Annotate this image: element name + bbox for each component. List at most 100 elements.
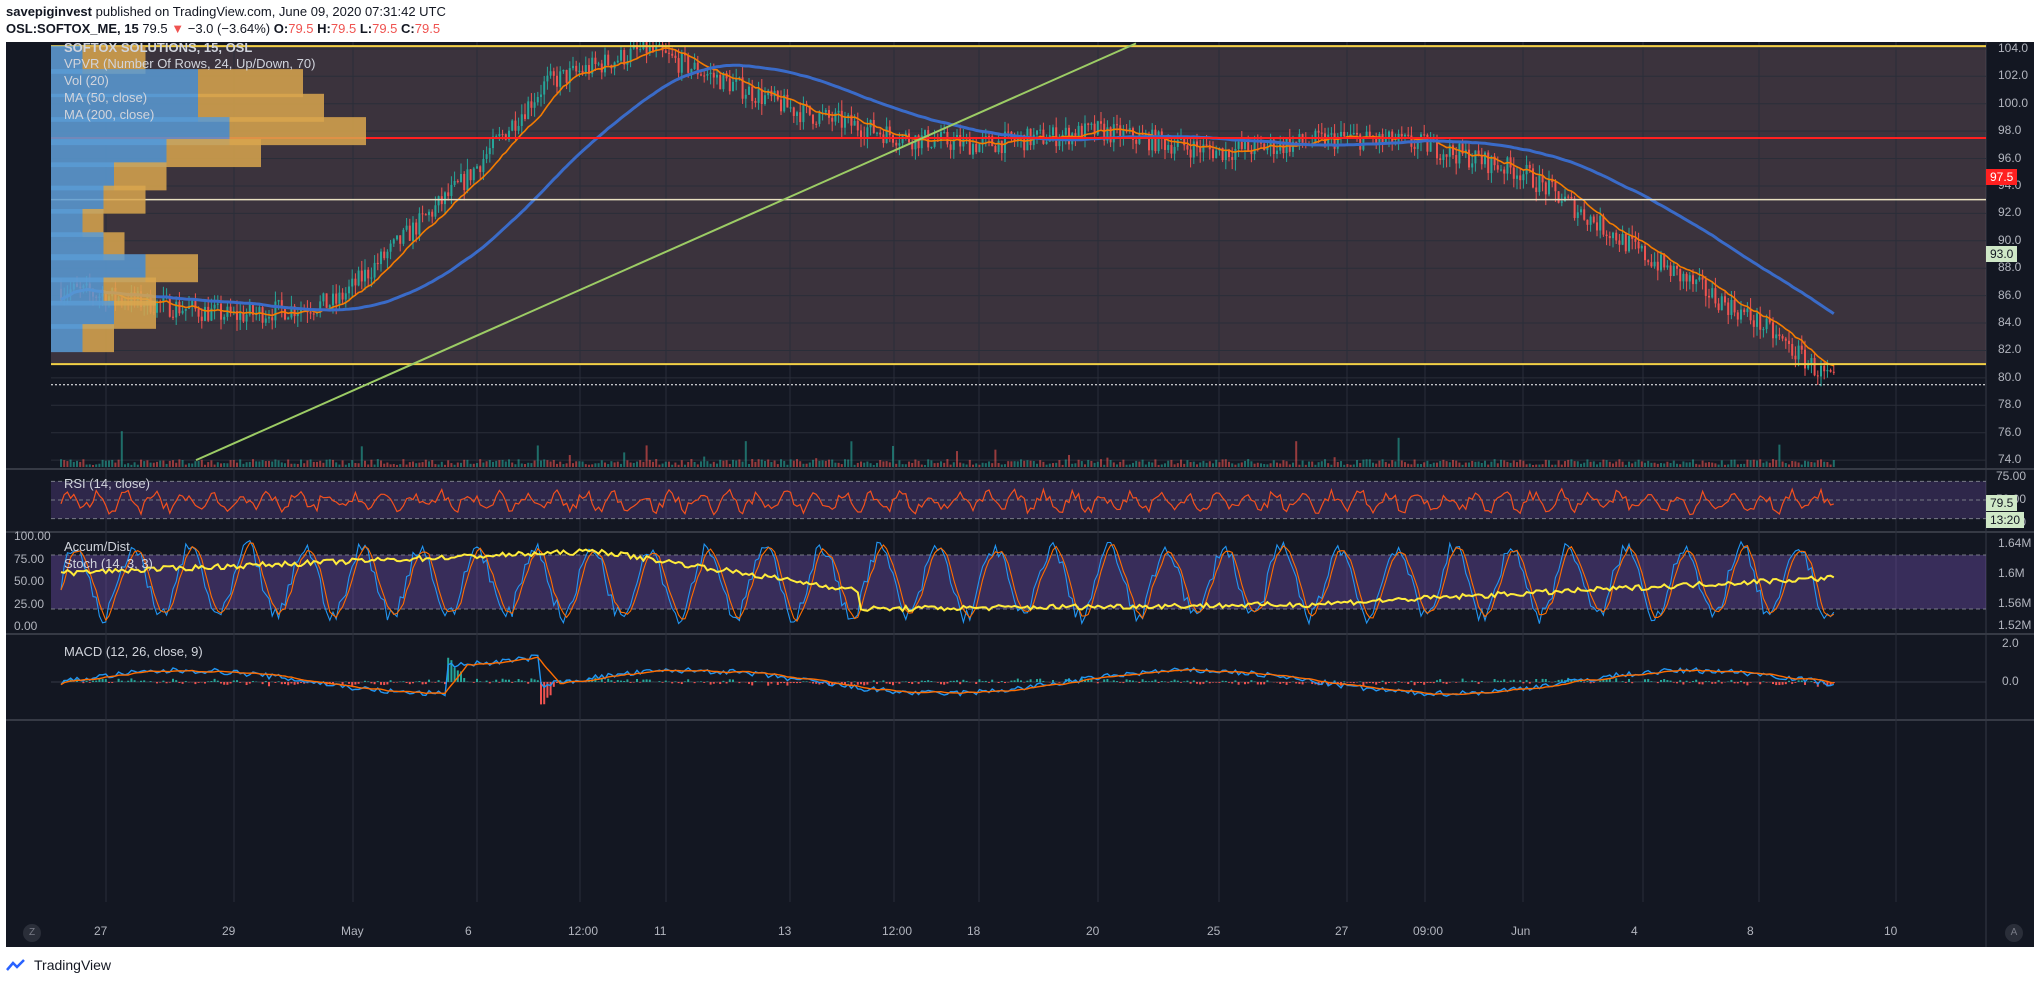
candle-body [588, 65, 590, 74]
legend-macd[interactable]: MACD (12, 26, close, 9) [64, 644, 203, 659]
volume-bar [1452, 459, 1454, 467]
candle-body [645, 42, 648, 54]
macd-hist-bar [543, 682, 546, 705]
macd-hist-bar [82, 682, 85, 684]
candle-body [357, 270, 360, 286]
volume-bar [1164, 463, 1166, 467]
author[interactable]: savepiginvest [6, 4, 92, 19]
macd-hist-bar [530, 678, 533, 682]
corner-left-button[interactable]: Z [23, 924, 41, 942]
candle-body [1512, 167, 1515, 179]
volume-bar [1781, 461, 1784, 467]
macd-hist-bar [604, 682, 606, 683]
macd-hist-bar [1173, 679, 1176, 682]
candle-body [1224, 149, 1227, 161]
candle-body [1519, 175, 1522, 181]
volume-bar [440, 461, 443, 467]
volume-bar [1186, 460, 1189, 467]
volume-bar [348, 463, 350, 467]
candle-body [696, 62, 699, 75]
volume-bar [1228, 461, 1230, 467]
macd-hist-bar [1589, 682, 1592, 684]
macd-hist-bar [1029, 679, 1032, 682]
legend-vpvr[interactable]: VPVR (Number Of Rows, 24, Up/Down, 70) [64, 56, 316, 71]
volume-bar [1157, 464, 1160, 467]
volume-bar [325, 459, 328, 467]
volume-bar [1368, 459, 1371, 467]
legend-stoch[interactable]: Stoch (14, 3, 3) [64, 556, 153, 571]
candle-body [293, 306, 296, 317]
volume-bar [636, 461, 638, 467]
candle-body [1637, 241, 1640, 249]
volume-bar [1244, 460, 1246, 467]
candle-body [1039, 129, 1042, 131]
macd-hist-bar [1215, 682, 1218, 683]
candle-body [1493, 156, 1496, 166]
macd-hist-bar [1586, 681, 1589, 682]
candle-body [917, 135, 920, 149]
macd-hist-bar [642, 679, 645, 682]
macd-hist-bar [1250, 680, 1253, 682]
volume-bar [168, 460, 171, 467]
volume-bar [808, 462, 811, 467]
macd-hist-bar [1791, 682, 1794, 684]
volume-bar [453, 464, 456, 467]
volume-bar [140, 459, 142, 467]
candle-body [511, 120, 514, 131]
volume-bar [1132, 462, 1134, 467]
volume-bar [716, 463, 718, 467]
chart-svg[interactable] [6, 42, 2034, 947]
chart-canvas[interactable]: SOFTOX SOLUTIONS, 15, OSL VPVR (Number O… [6, 42, 2034, 947]
corner-right-button[interactable]: A [2005, 924, 2023, 942]
candle-body [1730, 299, 1733, 315]
candle-body [392, 239, 395, 244]
macd-hist-bar [373, 682, 376, 685]
candle-body [207, 306, 210, 321]
macd-hist-bar [930, 680, 933, 682]
macd-hist-bar [1202, 682, 1205, 684]
candle-body [578, 70, 581, 72]
volume-bar [668, 461, 670, 467]
macd-hist-bar [885, 682, 888, 684]
legend-ma50[interactable]: MA (50, close) [64, 90, 148, 105]
macd-hist-bar [236, 680, 238, 682]
footer-brand[interactable]: TradingView [34, 957, 112, 973]
macd-hist-bar [556, 682, 558, 683]
candle-body [1660, 254, 1662, 271]
candle-body [808, 105, 811, 115]
legend-vol[interactable]: Vol (20) [64, 73, 109, 88]
volume-bar [1503, 460, 1506, 467]
volume-bar [220, 463, 222, 467]
candle-body [216, 303, 219, 305]
vpvr-down-bar [82, 324, 114, 353]
volume-bar [1384, 462, 1387, 467]
volume-bar [1656, 463, 1659, 467]
volume-bar [920, 464, 923, 467]
candle-body [802, 103, 805, 123]
macd-hist-bar [754, 681, 757, 682]
candle-body [616, 60, 619, 63]
macd-hist-bar [1288, 682, 1291, 683]
volume-bar [1490, 461, 1493, 467]
macd-hist-bar [1013, 680, 1016, 682]
candle-body [744, 94, 747, 99]
macd-hist-bar [927, 680, 930, 682]
macd-hist-bar [418, 681, 421, 682]
volume-bar [764, 460, 766, 467]
macd-hist-bar [463, 678, 466, 682]
macd-hist-bar [549, 682, 552, 696]
candle-body [1064, 127, 1067, 135]
volume-bar [888, 462, 891, 467]
macd-hist-bar [1362, 682, 1365, 687]
volume-bar [1183, 463, 1186, 467]
macd-hist-bar [1052, 680, 1054, 682]
legend-ad[interactable]: Accum/Dist [64, 539, 130, 554]
volume-bar [130, 464, 133, 467]
legend-rsi[interactable]: RSI (14, close) [64, 476, 150, 491]
candle-body [1813, 358, 1816, 376]
legend-ma200[interactable]: MA (200, close) [64, 107, 155, 122]
candle-body [1589, 216, 1592, 225]
candle-body [210, 308, 213, 321]
macd-hist-bar [444, 682, 446, 685]
macd-hist-bar [1116, 681, 1118, 682]
